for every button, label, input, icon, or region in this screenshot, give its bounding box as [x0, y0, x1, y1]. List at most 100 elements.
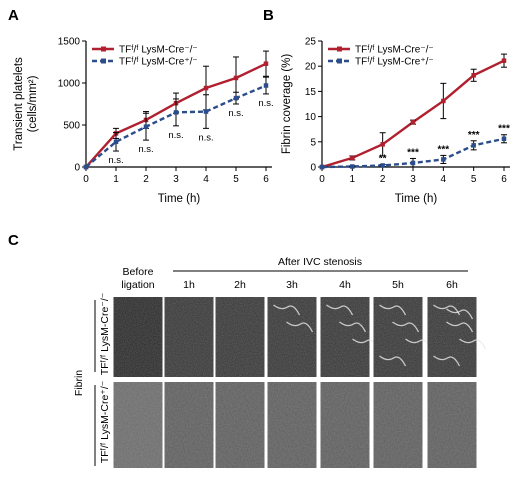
fibrin-streak	[379, 355, 407, 367]
micrograph-texture	[373, 297, 423, 377]
panel-b-letter: B	[263, 7, 274, 24]
fibrin-streak	[273, 304, 301, 316]
chart-b-point	[471, 73, 476, 78]
panel-c-letter: C	[8, 232, 19, 249]
time-label-6h: 6h	[446, 279, 458, 291]
micrograph-texture	[320, 297, 370, 377]
chart-b-y-tick-label: 25	[305, 37, 317, 48]
chart-b-x-tick-label: 5	[471, 174, 477, 185]
micrograph-texture	[320, 382, 370, 468]
chart-b-x-tick-label: 4	[441, 174, 447, 185]
time-labels: 1h 2h 3h 4h 5h 6h	[183, 279, 458, 291]
chart-b-point	[350, 164, 355, 169]
micrograph-texture	[427, 382, 477, 468]
fibrin-streak	[433, 304, 461, 316]
fibrin-label: Fibrin	[73, 370, 85, 396]
before-ligation-label-line2: ligation	[121, 279, 154, 291]
chart-a-point	[233, 75, 239, 81]
fibrin-streak	[379, 304, 407, 316]
chart-a-xlabel: Time (h)	[158, 193, 201, 205]
chart-b-x-tick-label: 1	[350, 174, 356, 185]
chart-b-point	[501, 136, 507, 142]
chart-a-annotation: n.s.	[228, 108, 243, 119]
chart-b-y-tick-label: 15	[305, 87, 317, 98]
row-label-ko: TFᶠ/ᶠ LysM-Cre⁺/⁻	[99, 380, 111, 463]
chart-a-y-tick-label: 500	[63, 121, 80, 132]
chart-b-point	[380, 163, 385, 168]
fibrin-streak	[286, 321, 314, 333]
chart-b-y-tick-label: 10	[305, 112, 317, 123]
chart-b-ylabel: Fibrin coverage (%)	[281, 54, 293, 155]
micrograph-texture	[164, 382, 214, 468]
chart-b-point	[501, 58, 507, 63]
chart-a-annotation: n.s.	[108, 155, 123, 166]
chart-b-point	[410, 160, 416, 166]
chart-a-x-tick-label: 6	[263, 174, 269, 185]
chart-a-point	[143, 124, 149, 129]
chart-a-point	[113, 139, 119, 145]
chart-a-annotation: n.s.	[258, 98, 273, 109]
after-stenosis-title: After IVC stenosis	[278, 256, 362, 268]
chart-a-x-tick-label: 5	[233, 174, 239, 185]
micrograph-texture	[267, 382, 317, 468]
micrograph-texture	[164, 297, 214, 377]
fibrin-streak	[339, 321, 367, 333]
chart-b-legend-label: TFᶠ/ᶠ LysM-Cre⁺/⁻	[355, 57, 434, 68]
panel-a-letter: A	[8, 7, 19, 24]
chart-a-x-tick-label: 2	[143, 174, 149, 185]
chart-b-annotation: ***	[407, 147, 419, 158]
chart-b-point	[380, 142, 385, 147]
micrograph-texture	[113, 297, 163, 377]
chart-b-y-tick-label: 0	[310, 163, 316, 174]
chart-b-legend-label: TFᶠ/ᶠ LysM-Cre⁻/⁻	[355, 45, 434, 56]
chart-b-point	[410, 119, 416, 125]
chart-b-annotation: ***	[437, 144, 449, 155]
chart-b-annotation: **	[379, 153, 387, 164]
chart-a-x-tick-label: 4	[203, 174, 209, 185]
chart-b: 0 1 2 3 4 5 6 0 5 10 15 20 25 TFᶠ/ᶠ LysM-Cre⁻/⁻TFᶠ/ᶠ …	[305, 37, 510, 185]
time-label-5h: 5h	[392, 279, 404, 291]
chart-b-annotation: ***	[498, 124, 510, 135]
chart-a-x-tick-label: 0	[83, 174, 89, 185]
fibrin-streak	[392, 321, 420, 333]
micrograph-texture	[373, 382, 423, 468]
chart-b-x-tick-label: 6	[501, 174, 507, 185]
fibrin-streak	[446, 308, 474, 320]
chart-a-annotation: n.s.	[168, 130, 183, 141]
chart-a: 0 1 2 3 4 5 6 0 500 1000 1500 TFᶠ/ᶠ LysM-Cre⁻/⁻TFᶠ/…	[58, 37, 274, 186]
fibrin-streak	[326, 304, 354, 316]
chart-a-legend-label: TFᶠ/ᶠ LysM-Cre⁺/⁻	[119, 57, 198, 68]
chart-b-y-tick-label: 5	[310, 137, 316, 148]
time-label-3h: 3h	[286, 279, 298, 291]
chart-a-legend-label: TFᶠ/ᶠ LysM-Cre⁻/⁻	[119, 45, 198, 56]
chart-a-x-tick-label: 1	[113, 174, 119, 185]
micrograph-texture	[427, 297, 477, 377]
micrograph-texture	[215, 382, 265, 468]
chart-b-point	[471, 143, 476, 148]
chart-a-annotation: n.s.	[198, 132, 213, 143]
chart-b-y-tick-label: 20	[305, 62, 317, 73]
chart-a-point	[263, 61, 269, 66]
micrograph-texture	[267, 297, 317, 377]
chart-b-x-tick-label: 0	[319, 174, 325, 185]
chart-a-ylabel-line2: (cells/mm²)	[27, 75, 39, 132]
time-label-4h: 4h	[339, 279, 351, 291]
chart-b-legend-marker	[337, 46, 342, 52]
chart-a-y-tick-label: 0	[74, 163, 80, 174]
chart-b-point	[319, 164, 325, 170]
before-ligation-label-line1: Before	[123, 266, 154, 278]
chart-a-point	[263, 83, 269, 88]
chart-b-annotation: ***	[468, 130, 480, 141]
chart-a-point	[233, 95, 239, 101]
chart-a-legend-marker	[101, 58, 106, 64]
chart-b-point	[350, 155, 355, 161]
chart-b-x-tick-label: 2	[380, 174, 386, 185]
chart-a-y-tick-label: 1000	[58, 79, 81, 90]
time-label-1h: 1h	[183, 279, 195, 291]
row-label-wt: TFᶠ/ᶠ LysM-Cre⁻/⁻	[99, 292, 111, 375]
chart-b-xlabel: Time (h)	[395, 193, 438, 205]
chart-a-point	[203, 109, 209, 114]
chart-a-point	[203, 85, 209, 91]
chart-a-point	[83, 164, 89, 170]
